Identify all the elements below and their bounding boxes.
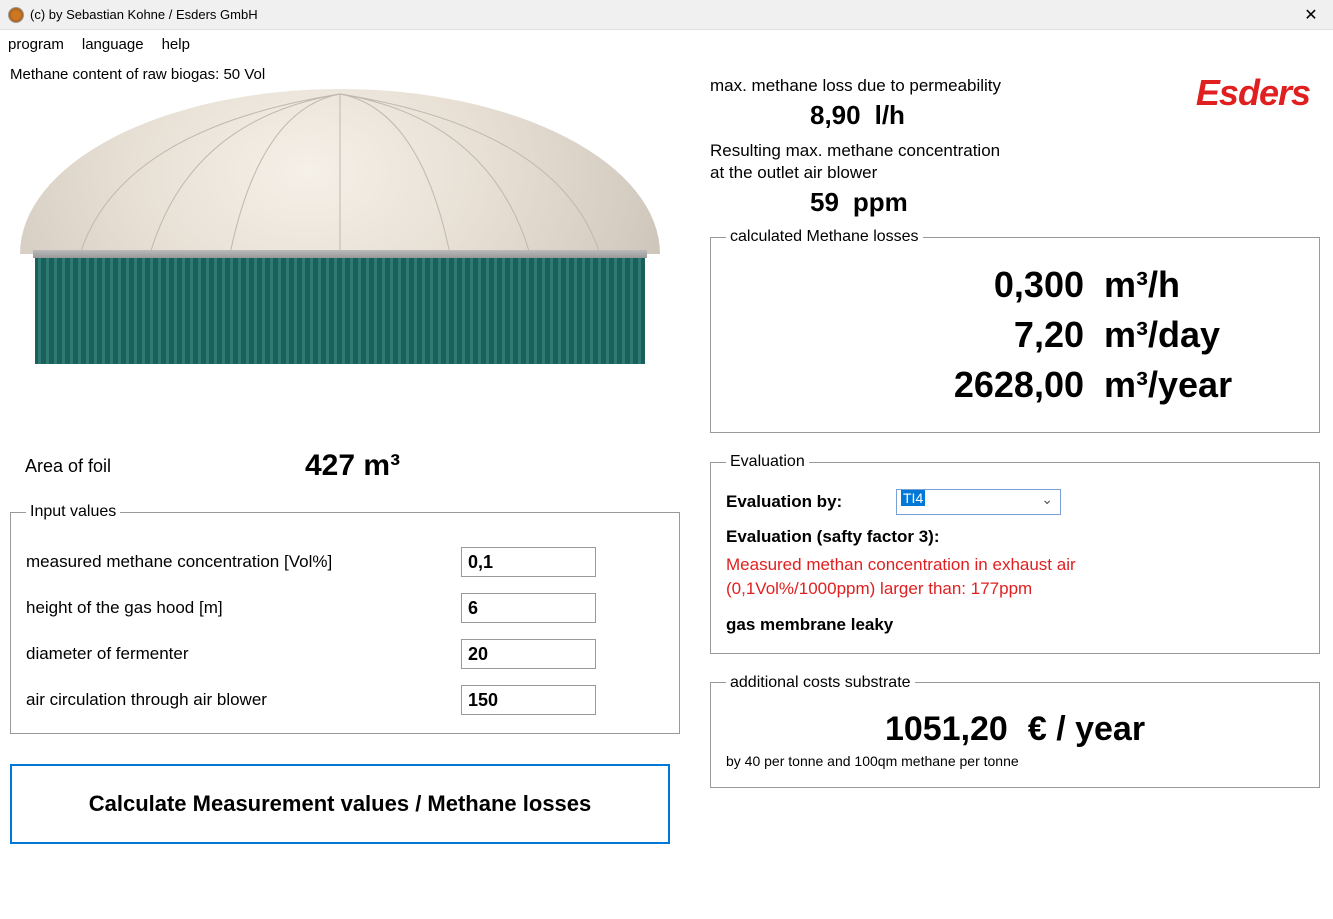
close-icon[interactable]: ✕ [1301, 5, 1321, 25]
loss-per-hour-unit: m³/h [1104, 264, 1274, 306]
air-circulation-input[interactable] [461, 685, 596, 715]
evaluation-legend: Evaluation [726, 453, 809, 471]
menubar: program language help [0, 30, 1333, 58]
titlebar: (c) by Sebastian Kohne / Esders GmbH ✕ [0, 0, 1333, 30]
menu-help[interactable]: help [162, 36, 190, 53]
methane-concentration-label: measured methane concentration [Vol%] [26, 552, 461, 572]
gas-hood-height-input[interactable] [461, 593, 596, 623]
calculate-button[interactable]: Calculate Measurement values / Methane l… [10, 764, 670, 844]
esders-logo: Esders [1196, 72, 1310, 114]
evaluation-by-label: Evaluation by: [726, 492, 896, 512]
area-foil-label: Area of foil [25, 456, 305, 477]
evaluation-by-value: TI4 [901, 490, 925, 506]
loss-per-day-value: 7,20 [884, 314, 1084, 356]
permeability-loss-unit: l/h [875, 100, 905, 131]
concentration-unit: ppm [853, 187, 908, 218]
costs-legend: additional costs substrate [726, 674, 915, 692]
concentration-label-2: at the outlet air blower [710, 163, 1320, 183]
evaluation-fieldset: Evaluation Evaluation by: TI4 Evaluation… [710, 453, 1320, 654]
concentration-label-1: Resulting max. methane concentration [710, 141, 1320, 161]
app-icon [8, 7, 24, 23]
fermenter-diameter-label: diameter of fermenter [26, 644, 461, 664]
loss-per-day-unit: m³/day [1104, 314, 1274, 356]
costs-unit: € / year [1028, 710, 1145, 749]
methane-concentration-input[interactable] [461, 547, 596, 577]
evaluation-safety-factor-label: Evaluation (safty factor 3): [726, 527, 1304, 547]
evaluation-by-select[interactable]: TI4 [896, 489, 1061, 515]
costs-fieldset: additional costs substrate 1051,20 € / y… [710, 674, 1320, 788]
methane-content-label: Methane content of raw biogas: 50 Vol [10, 66, 680, 83]
methane-losses-legend: calculated Methane losses [726, 228, 923, 246]
methane-losses-fieldset: calculated Methane losses 0,300 m³/h 7,2… [710, 228, 1320, 433]
evaluation-result: gas membrane leaky [726, 615, 1304, 635]
fermenter-diameter-input[interactable] [461, 639, 596, 669]
gas-hood-height-label: height of the gas hood [m] [26, 598, 461, 618]
air-circulation-label: air circulation through air blower [26, 690, 461, 710]
concentration-value: 59 [810, 187, 839, 218]
area-foil-value: 427 m³ [305, 449, 400, 483]
biogas-tank-image [20, 89, 660, 364]
loss-per-year-value: 2628,00 [884, 364, 1084, 406]
input-values-legend: Input values [26, 503, 120, 521]
menu-language[interactable]: language [82, 36, 144, 53]
loss-per-hour-value: 0,300 [884, 264, 1084, 306]
permeability-loss-value: 8,90 [810, 100, 861, 131]
evaluation-warning-line1: Measured methan concentration in exhaust… [726, 553, 1304, 577]
evaluation-warning-line2: (0,1Vol%/1000ppm) larger than: 177ppm [726, 577, 1304, 601]
costs-value: 1051,20 [885, 710, 1008, 749]
loss-per-year-unit: m³/year [1104, 364, 1274, 406]
menu-program[interactable]: program [8, 36, 64, 53]
titlebar-text: (c) by Sebastian Kohne / Esders GmbH [30, 7, 258, 22]
costs-subtitle: by 40 per tonne and 100qm methane per to… [726, 753, 1304, 769]
input-values-fieldset: Input values measured methane concentrat… [10, 503, 680, 734]
